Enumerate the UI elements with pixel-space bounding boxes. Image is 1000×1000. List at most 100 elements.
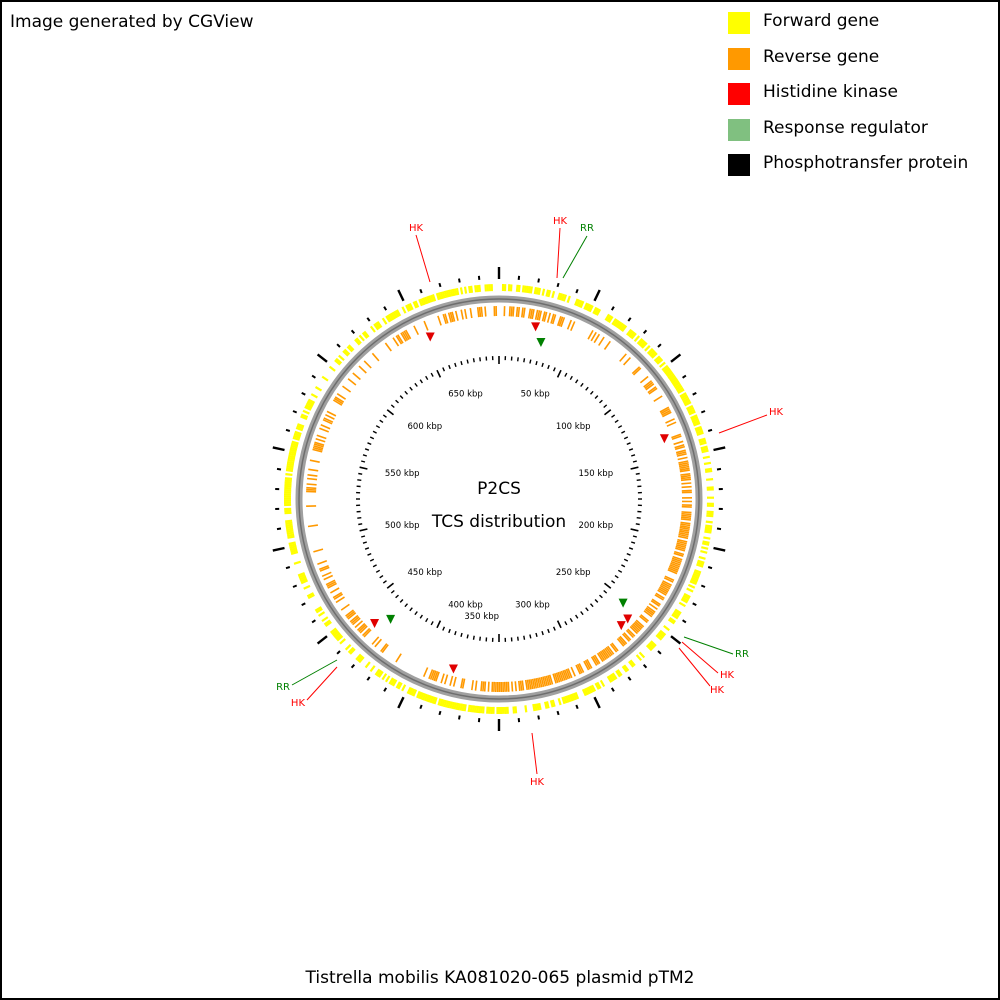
minor-tick bbox=[599, 399, 603, 404]
minor-tick bbox=[414, 382, 418, 387]
forward-gene bbox=[287, 456, 296, 461]
forward-gene bbox=[290, 549, 298, 553]
reverse-gene bbox=[679, 467, 690, 471]
forward-gene bbox=[286, 527, 294, 531]
forward-gene bbox=[381, 673, 388, 681]
outer-minor-tick bbox=[642, 329, 648, 334]
reverse-gene bbox=[671, 557, 682, 563]
reverse-gene bbox=[413, 325, 420, 336]
reverse-gene bbox=[397, 334, 404, 344]
reverse-gene bbox=[312, 446, 323, 451]
outer-major-tick bbox=[272, 546, 285, 552]
forward-gene bbox=[412, 301, 418, 309]
forward-gene bbox=[288, 452, 296, 457]
reverse-gene bbox=[681, 485, 692, 489]
forward-gene bbox=[361, 332, 368, 339]
rr-marker bbox=[386, 614, 396, 624]
minor-tick bbox=[580, 611, 584, 616]
minor-tick bbox=[369, 558, 375, 562]
reverse-gene bbox=[674, 550, 685, 556]
forward-gene bbox=[585, 303, 591, 311]
minor-tick bbox=[630, 541, 636, 544]
tick-label: 150 kbp bbox=[578, 469, 613, 479]
map-caption: Tistrella mobilis KA081020-065 plasmid p… bbox=[305, 968, 695, 988]
outer-minor-tick bbox=[350, 329, 356, 334]
forward-gene bbox=[287, 460, 295, 465]
forward-gene bbox=[667, 618, 675, 625]
reverse-gene bbox=[654, 594, 664, 601]
forward-gene bbox=[445, 700, 450, 708]
forward-gene bbox=[307, 398, 316, 404]
minor-tick bbox=[636, 517, 641, 519]
outer-minor-tick bbox=[350, 664, 356, 669]
minor-tick bbox=[623, 558, 629, 562]
reverse-gene bbox=[392, 337, 400, 347]
outer-minor-tick bbox=[419, 288, 423, 294]
forward-gene bbox=[668, 374, 676, 381]
reverse-gene bbox=[681, 489, 692, 492]
forward-gene bbox=[583, 688, 589, 696]
reverse-gene bbox=[395, 335, 403, 345]
reverse-gene bbox=[556, 315, 562, 326]
reverse-gene bbox=[528, 679, 532, 690]
forward-gene bbox=[702, 540, 710, 544]
legend-item-histidine-kinase: Histidine kinase bbox=[728, 81, 998, 117]
tick-label: 550 kbp bbox=[385, 469, 420, 479]
reverse-gene bbox=[680, 523, 691, 527]
minor-tick bbox=[395, 399, 399, 404]
forward-gene bbox=[532, 703, 536, 712]
major-tick bbox=[359, 528, 368, 532]
reverse-gene bbox=[645, 383, 655, 391]
minor-tick bbox=[635, 523, 640, 526]
outer-minor-tick bbox=[438, 710, 442, 716]
reverse-gene bbox=[356, 622, 366, 631]
reverse-gene bbox=[676, 544, 687, 549]
forward-gene bbox=[304, 405, 312, 411]
forward-gene bbox=[679, 392, 687, 398]
forward-gene bbox=[297, 423, 305, 428]
forward-gene bbox=[690, 416, 699, 421]
forward-gene bbox=[547, 289, 552, 298]
forward-gene bbox=[289, 450, 297, 455]
outer-minor-tick bbox=[556, 282, 560, 288]
forward-gene bbox=[347, 646, 355, 654]
reverse-gene bbox=[345, 609, 354, 617]
forward-gene bbox=[701, 449, 709, 454]
minor-tick bbox=[364, 448, 370, 451]
reverse-gene bbox=[521, 680, 525, 691]
minor-tick bbox=[585, 607, 589, 612]
forward-gene bbox=[321, 616, 329, 623]
forward-gene bbox=[704, 526, 713, 530]
reverse-gene bbox=[443, 674, 449, 685]
forward-gene bbox=[475, 705, 479, 714]
forward-gene bbox=[689, 580, 697, 586]
forward-gene bbox=[420, 298, 425, 306]
outer-major-tick bbox=[316, 353, 328, 363]
reverse-gene bbox=[619, 635, 628, 645]
reverse-gene bbox=[550, 313, 555, 324]
reverse-gene bbox=[451, 311, 456, 322]
rr-marker bbox=[536, 338, 546, 348]
forward-gene bbox=[695, 427, 703, 433]
reverse-gene bbox=[648, 602, 658, 610]
reverse-gene bbox=[633, 622, 642, 631]
reverse-gene bbox=[668, 567, 679, 573]
reverse-gene bbox=[533, 678, 538, 689]
minor-tick bbox=[479, 636, 481, 641]
reverse-gene bbox=[681, 516, 692, 519]
forward-gene bbox=[626, 328, 633, 336]
reverse-gene bbox=[321, 571, 332, 578]
reverse-gene bbox=[546, 312, 552, 323]
minor-tick bbox=[448, 628, 451, 634]
forward-gene bbox=[453, 288, 458, 296]
reverse-gene bbox=[317, 560, 328, 565]
reverse-gene bbox=[660, 408, 670, 415]
reverse-gene bbox=[537, 677, 541, 688]
forward-gene bbox=[302, 409, 310, 415]
forward-gene bbox=[703, 461, 712, 466]
reverse-gene bbox=[681, 482, 692, 485]
minor-tick bbox=[358, 472, 363, 475]
reverse-gene bbox=[605, 646, 613, 656]
reverse-gene bbox=[675, 449, 686, 454]
